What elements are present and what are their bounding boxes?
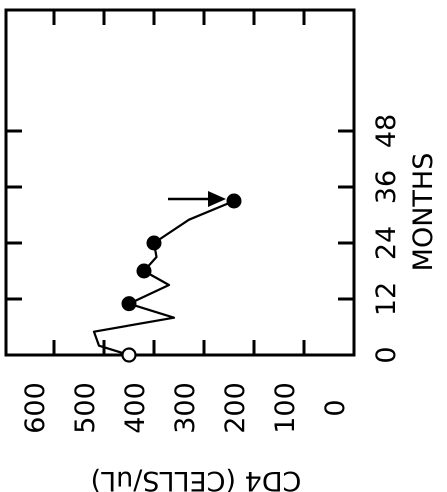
tick-labels: 0 12 24 36 48 0 100 200 300 400 500 600 — [20, 114, 402, 434]
plot-frame — [4, 8, 356, 357]
filled-marker — [121, 296, 137, 312]
filled-marker — [226, 193, 242, 209]
x-tick-label: 0 — [371, 346, 402, 363]
y-tick-label: 200 — [220, 382, 251, 434]
y-tick-label: 100 — [270, 382, 301, 434]
open-marker — [121, 347, 137, 363]
y-tick-label: 400 — [120, 382, 151, 434]
y-tick-label: 300 — [170, 382, 201, 434]
x-tick-label: 12 — [371, 282, 402, 316]
tick-marks — [6, 10, 356, 357]
arrow-head — [208, 191, 226, 207]
y-tick-label: 0 — [320, 399, 351, 416]
x-tick-label: 36 — [371, 170, 402, 204]
series-line — [92, 199, 235, 357]
filled-marker — [146, 235, 162, 251]
x-tick-label: 24 — [371, 226, 402, 260]
y-tick-label: 500 — [70, 382, 101, 434]
x-tick-label: 48 — [371, 114, 402, 148]
x-axis-title: MONTHS — [408, 153, 439, 272]
data-marks — [92, 191, 242, 363]
y-tick-label: 600 — [20, 382, 51, 434]
filled-marker — [136, 263, 152, 279]
y-axis-title: CD4 (CELLS/uL) — [91, 465, 302, 492]
